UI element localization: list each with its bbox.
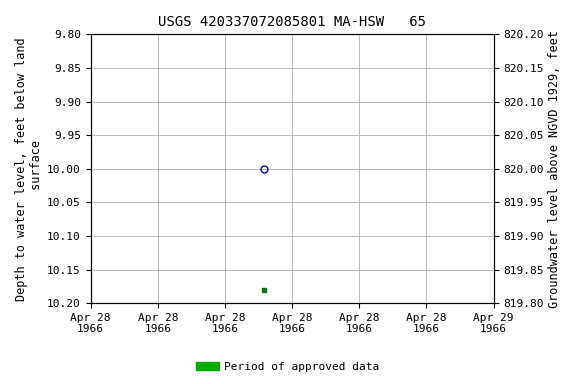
Legend: Period of approved data: Period of approved data	[192, 358, 384, 377]
Title: USGS 420337072085801 MA-HSW   65: USGS 420337072085801 MA-HSW 65	[158, 15, 426, 29]
Y-axis label: Groundwater level above NGVD 1929, feet: Groundwater level above NGVD 1929, feet	[548, 30, 561, 308]
Y-axis label: Depth to water level, feet below land
 surface: Depth to water level, feet below land su…	[15, 37, 43, 301]
